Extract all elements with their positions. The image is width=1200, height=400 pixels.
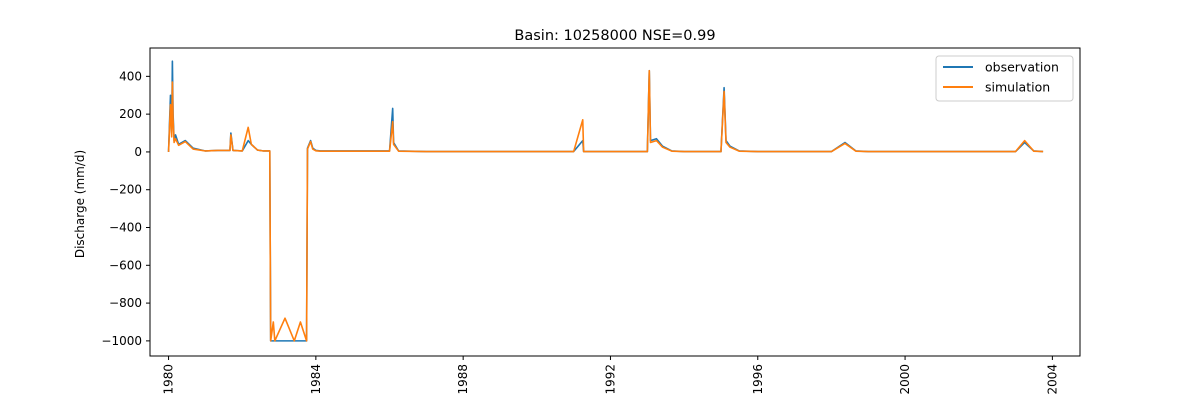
y-tick-label: −600 — [109, 258, 142, 272]
legend-label-simulation: simulation — [985, 80, 1050, 95]
plot-background — [150, 48, 1080, 356]
x-tick-label: 1984 — [309, 364, 323, 395]
x-tick-label: 1996 — [751, 364, 765, 395]
legend: observation simulation — [935, 55, 1074, 102]
y-axis: 400 200 0 −200 −400 −600 −800 −1000 — [101, 69, 150, 348]
x-tick-label: 2000 — [898, 364, 912, 395]
legend-label-observation: observation — [985, 60, 1059, 75]
plot-frame — [149, 47, 1081, 357]
series-layer — [167, 60, 1044, 342]
chart-title: Basin: 10258000 NSE=0.99 — [514, 28, 715, 44]
y-tick-label: 200 — [119, 107, 142, 121]
y-tick-label: 0 — [134, 145, 142, 159]
y-tick-label: 400 — [119, 69, 142, 83]
y-axis-label: Discharge (mm/d) — [73, 150, 87, 258]
x-axis: 1980 1984 1988 1992 1996 2000 2004 — [162, 356, 1059, 395]
y-tick-label: −1000 — [101, 334, 142, 348]
y-tick-label: −200 — [109, 183, 142, 197]
y-tick-label: −800 — [109, 296, 142, 310]
series-line-simulation — [167, 69, 1044, 342]
plot-area — [149, 47, 1081, 357]
x-tick-label: 1980 — [162, 364, 176, 395]
x-tick-label: 1992 — [603, 364, 617, 395]
x-tick-label: 1988 — [456, 364, 470, 395]
y-tick-label: −400 — [109, 221, 142, 235]
x-tick-label: 2004 — [1045, 364, 1059, 395]
